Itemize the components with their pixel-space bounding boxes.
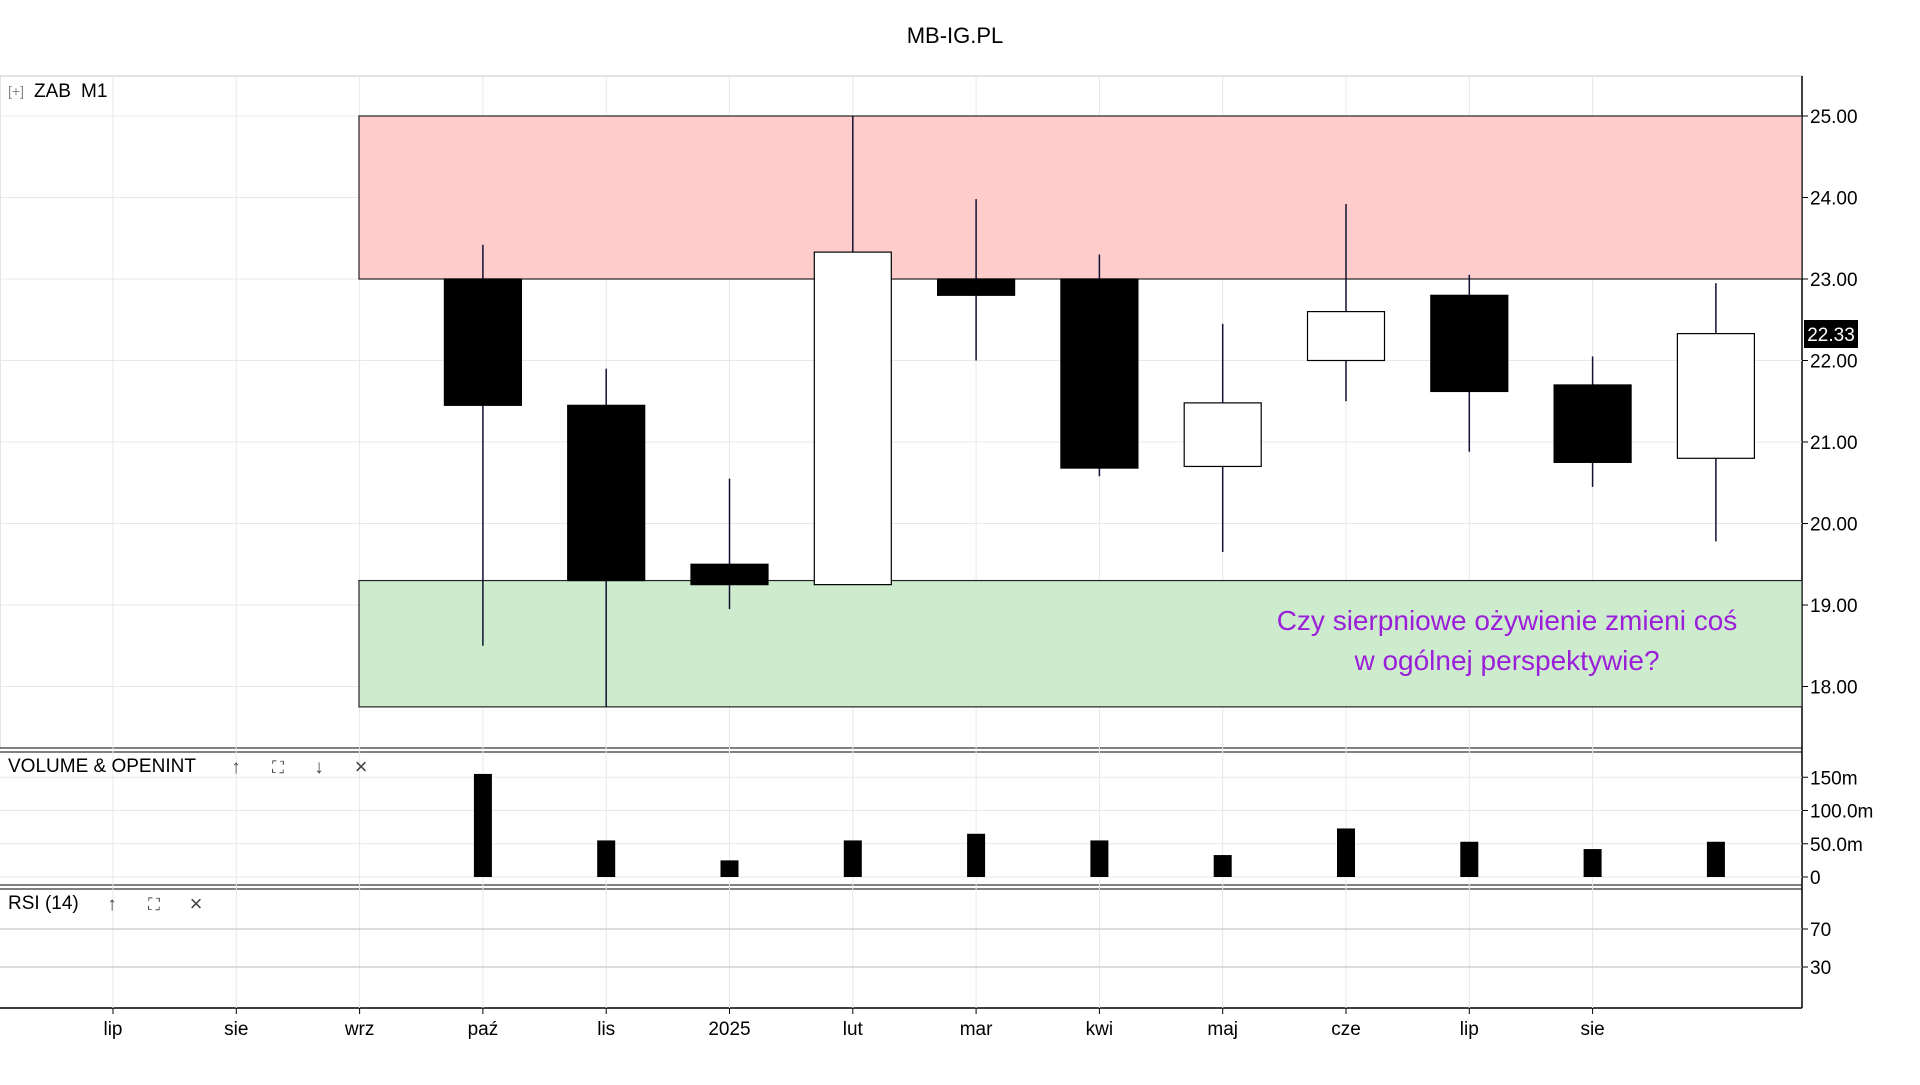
x-tick-label: lis: [597, 1019, 615, 1040]
price-zone: [358, 115, 1803, 280]
rsi-levels: [0, 928, 1802, 968]
volume-bar: [720, 860, 739, 877]
x-tick-label: cze: [1331, 1019, 1361, 1040]
expand-icon[interactable]: [+]: [8, 83, 24, 99]
x-tick-label: sie: [1580, 1019, 1604, 1040]
candle-body: [690, 563, 769, 586]
volume-tick-label: 100.0m: [1810, 802, 1873, 823]
volume-bar: [967, 833, 986, 877]
x-tick-label: paź: [468, 1019, 499, 1040]
volume-bars: [473, 773, 1725, 877]
volume-tick-label: 150m: [1810, 768, 1858, 789]
candle-body: [1060, 278, 1139, 469]
rsi-panel-label: RSI (14): [8, 893, 79, 914]
last-price-marker: [1804, 320, 1858, 348]
x-tick-label: sie: [224, 1019, 248, 1040]
x-tick-label: 2025: [708, 1019, 750, 1040]
rsi-move-up-icon[interactable]: ↑: [107, 894, 117, 915]
candle-body: [1430, 294, 1509, 393]
move-down-icon[interactable]: ↓: [314, 757, 324, 778]
candle-body: [443, 278, 522, 406]
volume-bar: [1706, 841, 1725, 877]
y-tick-label: 20.00: [1810, 515, 1858, 536]
x-tick-label: kwi: [1086, 1019, 1113, 1040]
candle-body: [936, 278, 1016, 296]
rsi-maximize-icon[interactable]: ⛶: [148, 895, 160, 914]
rsi-level-label: 70: [1810, 920, 1831, 941]
volume-tick-label: 0: [1810, 868, 1821, 889]
rsi-level-label: 30: [1810, 958, 1831, 979]
annotation-line-2: w ogólnej perspektywie?: [1353, 645, 1659, 676]
maximize-icon[interactable]: ⛶: [272, 758, 284, 777]
volume-bar: [1090, 840, 1109, 877]
x-tick-label: mar: [960, 1019, 993, 1040]
candle-body: [567, 404, 646, 582]
y-tick-label: 18.00: [1810, 678, 1858, 699]
volume-tick-label: 50.0m: [1810, 835, 1863, 856]
volume-bar: [473, 773, 492, 877]
x-tick-label: lip: [103, 1019, 122, 1040]
x-tick-label: lip: [1460, 1019, 1479, 1040]
interval-label: M1: [81, 81, 107, 102]
x-axis-labels: lip sie wrz paź lis 2025 lut mar kwi maj cze lip sie: [103, 1008, 1605, 1040]
volume-bar: [597, 840, 616, 877]
candle-body: [1306, 311, 1386, 362]
volume-bar: [1337, 828, 1355, 877]
annotation-line-1: Czy sierpniowe ożywienie zmieni coś: [1277, 605, 1738, 636]
chart-title: MB-IG.PL: [907, 23, 1004, 48]
zones: [358, 115, 1803, 708]
rsi-close-icon[interactable]: ×: [190, 891, 203, 916]
move-up-icon[interactable]: ↑: [231, 757, 241, 778]
volume-bar: [1460, 841, 1479, 877]
candles: [443, 116, 1756, 707]
y-tick-label: 25.00: [1810, 107, 1858, 128]
close-icon[interactable]: ×: [355, 754, 368, 779]
x-tick-label: maj: [1207, 1019, 1238, 1040]
y-tick-label: 24.00: [1810, 189, 1858, 210]
y-tick-label: 21.00: [1810, 433, 1858, 454]
candle-body: [1183, 402, 1262, 468]
volume-panel-label: VOLUME & OPENINT: [8, 756, 196, 777]
candle-body: [813, 251, 892, 586]
y-tick-label: 23.00: [1810, 270, 1858, 291]
y-tick-label: 19.00: [1810, 596, 1858, 617]
volume-bar: [1583, 849, 1602, 877]
last-price-label: 22.33: [1807, 325, 1855, 346]
candle-body: [1553, 384, 1632, 463]
candle-body: [1676, 333, 1756, 459]
price-zone: [358, 579, 1803, 708]
y-tick-label: 22.00: [1810, 352, 1858, 373]
x-tick-label: lut: [843, 1019, 864, 1040]
y-axis-labels: 18.00 19.00 20.00 21.00 22.00 23.00 24.00 25.00…: [1802, 107, 1873, 979]
volume-bar: [843, 840, 862, 877]
volume-bar: [1213, 855, 1232, 877]
x-tick-label: wrz: [344, 1019, 375, 1040]
symbol-label: ZAB: [34, 81, 71, 102]
